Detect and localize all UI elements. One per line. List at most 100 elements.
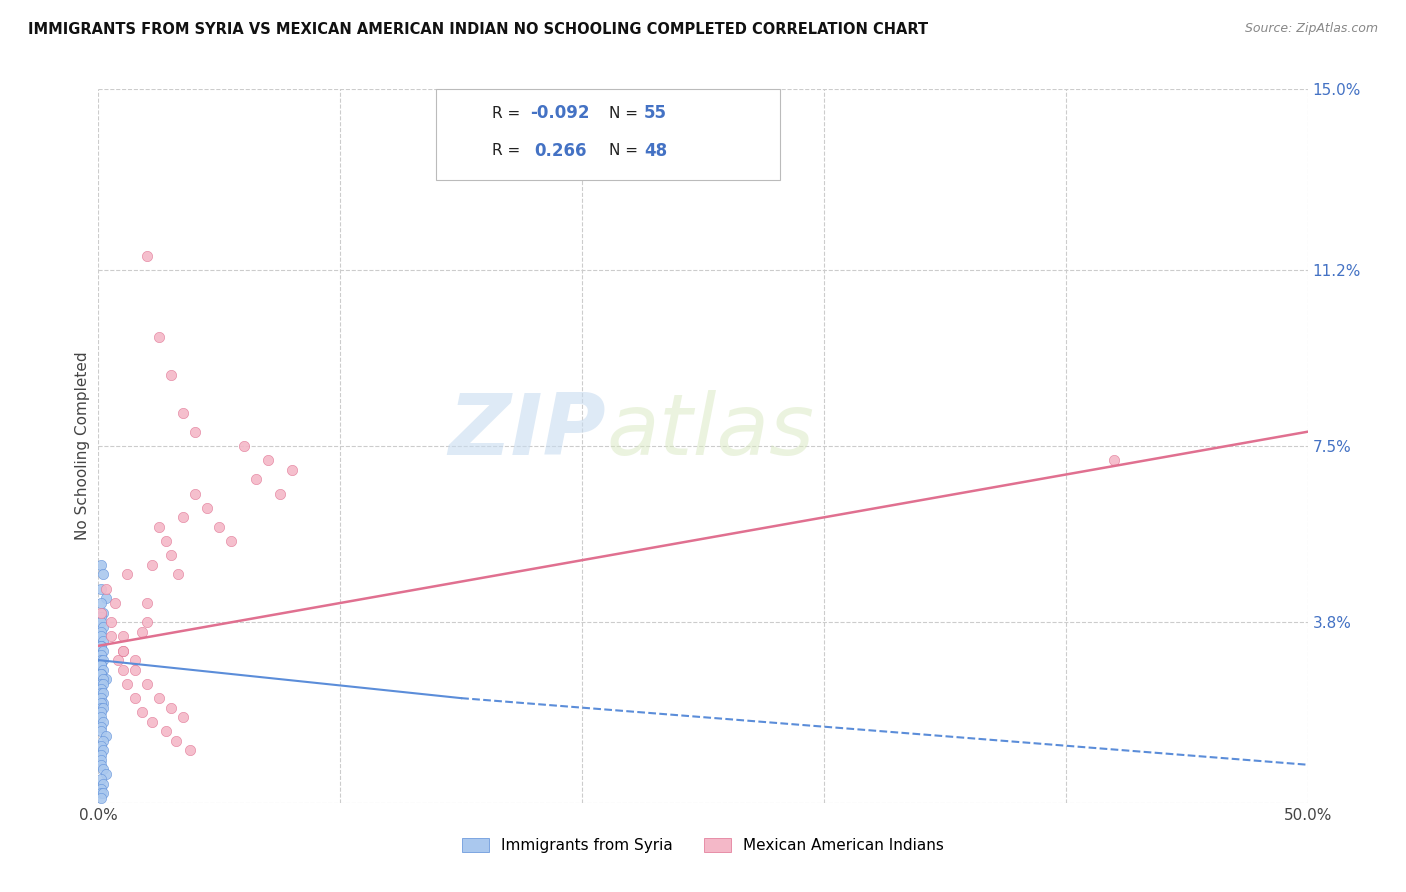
Point [90,757,112,772]
Point [160,549,183,563]
Point [124,653,146,667]
Point [91,696,114,710]
Point [91,686,114,700]
Point [195,500,218,515]
Point [90,615,112,629]
Point [90,700,112,714]
Point [155,724,177,739]
Point [100,615,122,629]
Point [124,663,146,677]
Point [160,700,183,714]
Point [90,724,112,739]
Point [90,624,112,639]
Point [135,596,157,610]
Point [94,729,117,743]
Point [269,486,291,500]
Point [148,520,170,534]
Point [90,667,112,681]
Point [155,534,177,549]
Point [141,558,163,572]
Text: -0.092: -0.092 [530,104,589,122]
Point [90,786,112,800]
Point [94,672,117,686]
Point [94,767,117,781]
Point [90,772,112,786]
Point [91,634,114,648]
Point [117,677,139,691]
Point [90,610,112,624]
Text: atlas: atlas [606,390,814,474]
Point [111,629,134,643]
Point [91,606,114,620]
Point [100,629,122,643]
Point [91,763,114,777]
Point [107,653,129,667]
Point [90,791,112,805]
Point [90,691,112,706]
Point [172,710,194,724]
Point [141,714,163,729]
Point [91,672,114,686]
Point [90,639,112,653]
Point [184,425,207,439]
Point [90,639,112,653]
Point [90,653,112,667]
Point [91,620,114,634]
Text: N =: N = [609,144,643,158]
Point [90,558,112,572]
Point [124,691,146,706]
Point [111,643,134,657]
Point [135,615,157,629]
Point [91,643,114,657]
Point [172,510,194,524]
Point [90,596,112,610]
Point [90,677,112,691]
Point [91,734,114,748]
Point [91,777,114,791]
Point [135,677,157,691]
Text: Source: ZipAtlas.com: Source: ZipAtlas.com [1244,22,1378,36]
Text: ZIP: ZIP [449,390,606,474]
Point [91,714,114,729]
Point [104,596,127,610]
Point [91,653,114,667]
Point [94,582,117,596]
Text: 48: 48 [644,142,666,160]
Point [90,706,112,720]
Point [90,753,112,767]
Point [94,591,117,606]
Point [148,691,170,706]
Point [111,643,134,657]
Point [135,249,157,263]
Point [1102,453,1125,467]
Point [90,686,112,700]
Legend: Immigrants from Syria, Mexican American Indians: Immigrants from Syria, Mexican American … [456,832,950,859]
Point [111,663,134,677]
Text: 0.266: 0.266 [534,142,586,160]
Point [91,663,114,677]
Point [117,567,139,582]
Point [179,743,201,757]
Text: IMMIGRANTS FROM SYRIA VS MEXICAN AMERICAN INDIAN NO SCHOOLING COMPLETED CORRELAT: IMMIGRANTS FROM SYRIA VS MEXICAN AMERICA… [28,22,928,37]
Point [90,629,112,643]
Point [91,677,114,691]
Point [91,700,114,714]
Point [184,486,207,500]
Point [232,439,254,453]
Point [208,520,231,534]
Point [90,657,112,672]
Point [160,368,183,382]
Point [90,606,112,620]
Point [167,567,190,582]
Point [172,406,194,420]
Point [91,567,114,582]
Point [91,743,114,757]
Point [148,329,170,343]
Point [91,786,114,800]
Point [90,667,112,681]
Point [90,582,112,596]
Point [90,739,112,753]
Text: N =: N = [609,106,643,120]
Point [90,710,112,724]
Point [90,748,112,763]
